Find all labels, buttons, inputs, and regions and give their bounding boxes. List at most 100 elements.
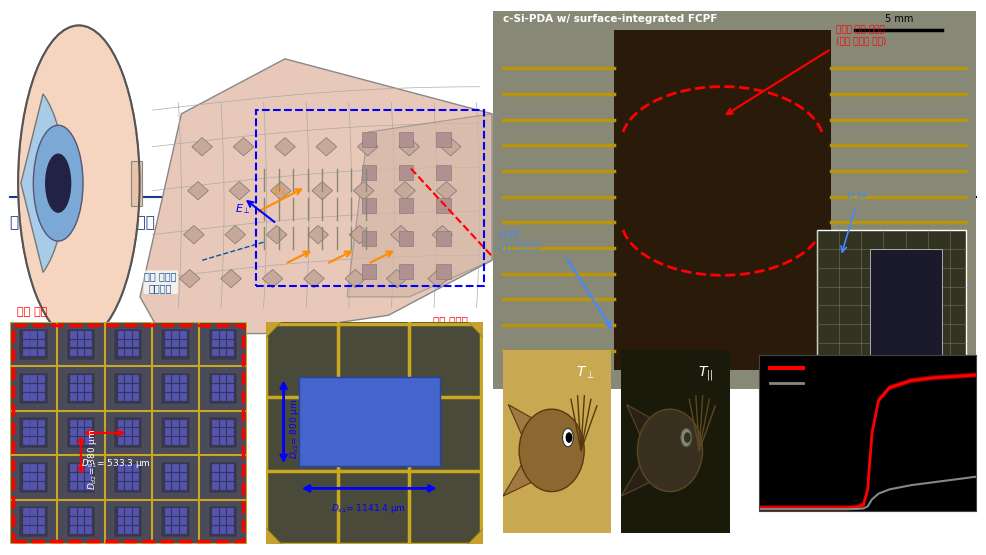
Bar: [398, 132, 413, 147]
Bar: [165, 384, 172, 392]
Bar: [173, 464, 179, 472]
Bar: [114, 506, 142, 537]
Bar: [20, 506, 47, 537]
Bar: [180, 464, 186, 472]
Bar: [209, 417, 237, 448]
Bar: [180, 331, 186, 339]
Text: c-Si-PDA w/ surface-integrated FCPF: c-Si-PDA w/ surface-integrated FCPF: [503, 14, 717, 24]
Bar: [70, 464, 77, 472]
Bar: [117, 349, 124, 356]
Polygon shape: [270, 181, 291, 200]
Polygon shape: [183, 225, 204, 244]
Polygon shape: [627, 405, 659, 441]
Bar: [212, 526, 219, 534]
Bar: [212, 482, 219, 490]
Bar: [165, 464, 172, 472]
Text: 선형 정렬된
미세용모: 선형 정렬된 미세용모: [145, 271, 176, 293]
Bar: [117, 420, 124, 427]
Bar: [31, 482, 37, 490]
Polygon shape: [116, 511, 140, 533]
Bar: [117, 526, 124, 534]
Bar: [23, 464, 30, 472]
Text: $E_\perp$: $E_\perp$: [236, 203, 250, 216]
Bar: [173, 473, 179, 481]
Bar: [125, 482, 132, 490]
Bar: [23, 526, 30, 534]
Bar: [31, 428, 37, 436]
Bar: [165, 526, 172, 534]
Bar: [220, 464, 227, 472]
Bar: [220, 331, 227, 339]
Polygon shape: [164, 377, 187, 400]
Bar: [436, 231, 451, 246]
Bar: [78, 384, 85, 392]
Bar: [86, 375, 92, 383]
Bar: [165, 349, 172, 356]
Bar: [436, 132, 451, 147]
Bar: [220, 482, 227, 490]
Bar: [67, 373, 95, 404]
Bar: [31, 517, 37, 525]
Bar: [38, 375, 44, 383]
Circle shape: [680, 428, 692, 447]
Bar: [117, 384, 124, 392]
Polygon shape: [164, 511, 187, 533]
Bar: [38, 331, 44, 339]
Bar: [117, 473, 124, 481]
Bar: [173, 393, 179, 401]
Polygon shape: [345, 269, 366, 288]
Bar: [180, 340, 186, 347]
Bar: [180, 375, 186, 383]
Bar: [117, 464, 124, 472]
Bar: [173, 420, 179, 427]
Bar: [180, 526, 186, 534]
Polygon shape: [140, 59, 492, 334]
Bar: [816, 230, 966, 381]
Polygon shape: [304, 269, 324, 288]
Polygon shape: [22, 333, 45, 355]
Polygon shape: [116, 333, 140, 355]
Bar: [117, 428, 124, 436]
Bar: [114, 329, 142, 360]
Bar: [31, 464, 37, 472]
Bar: [70, 331, 77, 339]
Bar: [78, 482, 85, 490]
Bar: [70, 473, 77, 481]
Bar: [86, 517, 92, 525]
Bar: [162, 506, 189, 537]
Text: $E_{||}$: $E_{||}$: [272, 184, 286, 200]
Bar: [31, 331, 37, 339]
Bar: [362, 198, 376, 213]
Bar: [70, 526, 77, 534]
Bar: [67, 329, 95, 360]
Bar: [133, 375, 139, 383]
Bar: [86, 393, 92, 401]
Bar: [31, 384, 37, 392]
Bar: [70, 437, 77, 445]
Bar: [228, 437, 234, 445]
Bar: [86, 526, 92, 534]
Bar: [165, 508, 172, 516]
Bar: [180, 384, 186, 392]
Bar: [38, 473, 44, 481]
Bar: [86, 508, 92, 516]
Polygon shape: [69, 422, 93, 444]
Bar: [86, 331, 92, 339]
Bar: [125, 340, 132, 347]
Bar: [125, 517, 132, 525]
Bar: [23, 331, 30, 339]
Bar: [23, 420, 30, 427]
Bar: [180, 517, 186, 525]
Ellipse shape: [519, 409, 584, 492]
Bar: [86, 428, 92, 436]
Bar: [180, 437, 186, 445]
Bar: [125, 464, 132, 472]
Bar: [38, 340, 44, 347]
Bar: [38, 420, 44, 427]
Bar: [180, 420, 186, 427]
Bar: [70, 508, 77, 516]
Bar: [125, 526, 132, 534]
Bar: [23, 393, 30, 401]
Bar: [31, 473, 37, 481]
Bar: [220, 428, 227, 436]
